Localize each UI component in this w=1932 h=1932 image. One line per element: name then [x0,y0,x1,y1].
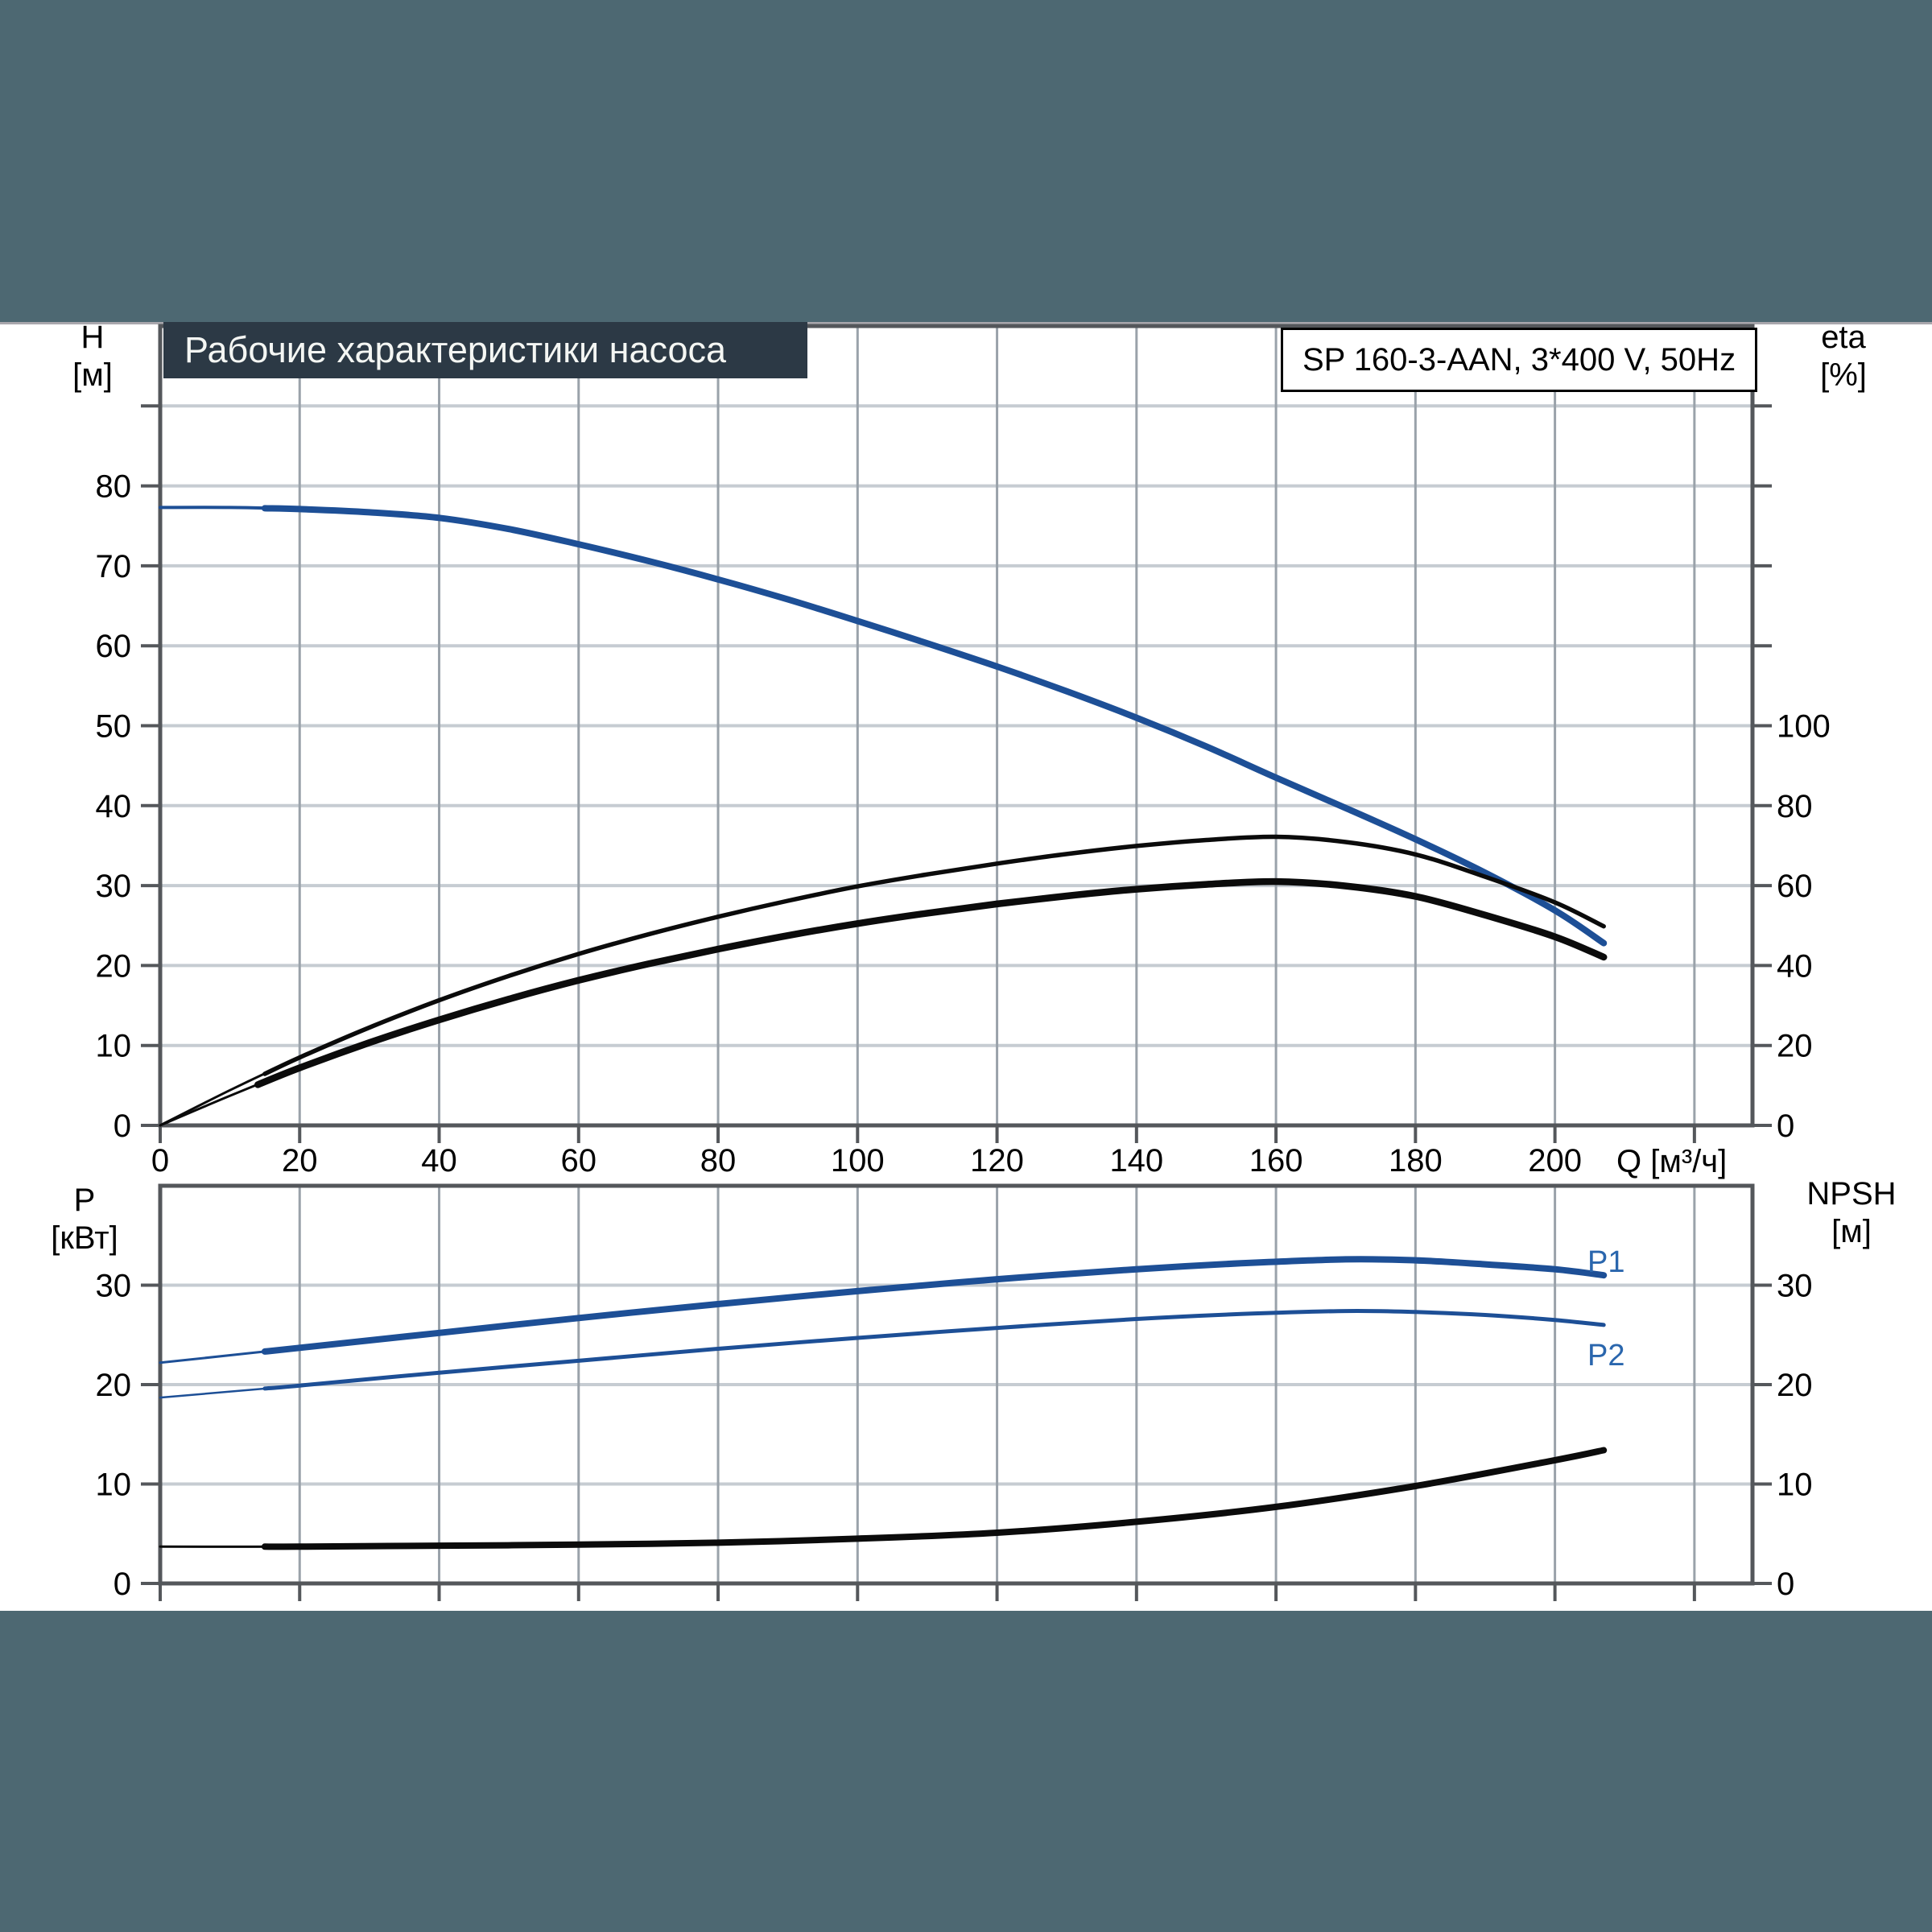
curve-label-p1: P1 [1587,1245,1625,1279]
y-tick-label-left: 50 [96,709,132,745]
curve-label-p2: P2 [1587,1339,1625,1373]
y-axis-title-npsh-unit: [м] [1831,1214,1872,1249]
y-axis-title-eta-symbol: eta [1821,320,1866,355]
y-axis-title-power-symbol: P [73,1183,96,1218]
y-axis-title-power-unit: [кВт] [51,1220,118,1256]
top-band [0,0,1932,324]
y-axis-title-eta: eta [%] [1779,319,1908,394]
y-tick-label-left: 20 [96,1368,132,1403]
bottom-band [0,1611,1932,1932]
curve-head [261,505,1608,947]
y-tick-label-right: 0 [1777,1108,1794,1144]
x-tick-label: 200 [1528,1143,1582,1179]
curve-p2 [262,1308,1606,1391]
x-tick-label: 0 [151,1143,169,1179]
y-tick-label-left: 30 [96,869,132,904]
y-tick-label-right: 40 [1777,948,1813,984]
y-tick-label-right: 60 [1777,869,1813,904]
y-axis-title-npsh-symbol: NPSH [1806,1176,1897,1212]
x-tick-label: 100 [831,1143,885,1179]
y-tick-label-left: 0 [114,1567,131,1602]
y-tick-label-left: 60 [96,629,132,664]
x-tick-label: 40 [421,1143,457,1179]
y-tick-label-left: 80 [96,469,132,505]
y-axis-title-head-unit: [м] [72,357,113,393]
x-tick-label: 120 [970,1143,1024,1179]
y-tick-label-right: 20 [1777,1368,1813,1403]
y-tick-label-right: 100 [1777,709,1831,745]
x-tick-label: 180 [1389,1143,1443,1179]
curve-eta_pump [262,834,1606,1076]
y-tick-label-right: 10 [1777,1468,1813,1503]
y-tick-label-left: 0 [114,1108,131,1144]
y-axis-title-power: P [кВт] [20,1182,149,1257]
y-tick-label-right: 0 [1777,1567,1794,1602]
y-tick-label-right: 30 [1777,1269,1813,1304]
y-tick-label-left: 10 [96,1468,132,1503]
x-tick-label: 20 [282,1143,318,1179]
page-title: Рабочие характеристики насоса [163,322,807,378]
y-tick-label-left: 30 [96,1269,132,1304]
y-axis-title-npsh: NPSH [м] [1763,1175,1932,1251]
y-axis-title-head-symbol: H [80,320,105,355]
x-tick-label: 140 [1109,1143,1163,1179]
x-tick-label: 160 [1249,1143,1303,1179]
x-tick-label: 80 [700,1143,737,1179]
y-tick-label-left: 70 [96,549,132,584]
y-axis-title-eta-unit: [%] [1820,357,1867,393]
curve-npsh-thin [159,1449,1605,1548]
pump-model-box: SP 160-3-AAN, 3*400 V, 50Hz [1281,328,1757,392]
y-tick-label-left: 40 [96,789,132,824]
curve-npsh [261,1447,1608,1550]
y-tick-label-left: 10 [96,1029,132,1064]
x-tick-label: 60 [561,1143,597,1179]
curve-eta_total [254,877,1608,1088]
y-tick-label-right: 20 [1777,1029,1813,1064]
y-tick-label-right: 80 [1777,789,1813,824]
y-axis-title-head: H [м] [32,319,153,394]
curve-p1 [261,1256,1608,1355]
y-tick-label-left: 20 [96,948,132,984]
x-axis-title-flow: Q [м³/ч] [1616,1144,1728,1179]
